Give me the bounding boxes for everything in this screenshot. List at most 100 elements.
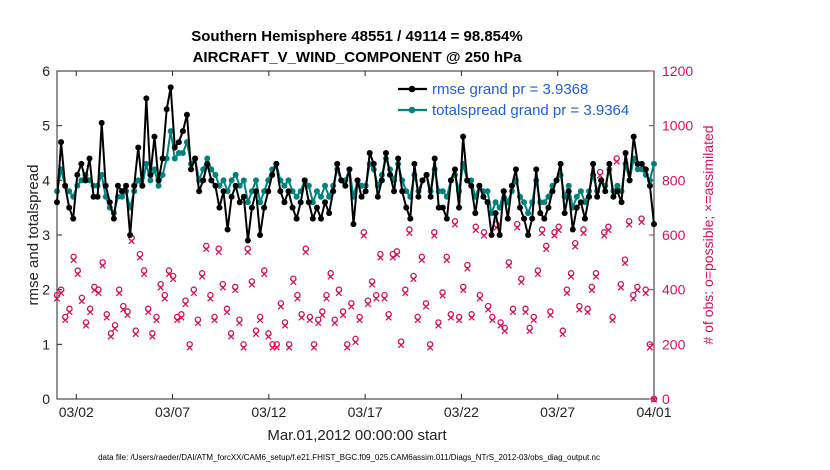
obs-possible-point [294,291,301,299]
obs-possible-point [290,275,297,282]
obs-assimilated-point: × [612,155,621,168]
obs-assimilated-point: × [189,286,198,299]
obs-assimilated-point: × [566,270,575,283]
obs-possible-point [547,308,554,315]
obs-assimilated-point: × [517,275,526,288]
rmse-point [387,171,394,178]
rmse-point [370,160,377,167]
obs-possible-point [460,283,467,291]
obs-possible-point [576,302,583,310]
obs-possible-point [501,324,508,332]
obs-assimilated-point: × [110,322,119,335]
totalspread-point [257,199,264,206]
obs-assimilated-point: × [546,308,555,321]
obs-assimilated-point: × [616,281,625,294]
totalspread-point [565,182,572,189]
rmse-point [240,193,247,200]
rmse-point [464,177,471,184]
obs-assimilated-point: × [227,330,236,343]
obs-possible-point [414,313,421,321]
totalspread-point [179,150,186,156]
obs-possible-point [431,229,438,236]
obs-possible-point [273,341,280,348]
obs-assimilated-point: × [139,267,148,280]
totalspread-point [212,171,219,178]
rmse-point [236,199,243,206]
y-right-tick-label: 1200 [662,63,693,79]
obs-assimilated-point: × [197,270,206,283]
totalspread-point [651,160,657,167]
rmse-point [123,182,130,189]
rmse-point [228,193,235,200]
obs-assimilated-point: × [575,303,584,316]
obs-assimilated-point: × [649,393,658,406]
obs-possible-point [240,341,247,348]
obs-assimilated-point: × [280,319,289,332]
rmse-point [358,193,365,200]
obs-assimilated-point: × [558,327,567,340]
rmse-point [504,215,511,222]
obs-possible-point [149,330,156,337]
obs-assimilated-point: × [231,284,240,297]
obs-assimilated-point: × [629,292,638,305]
legend-rmse-marker [408,85,416,93]
y-right-tick-label: 0 [662,391,670,407]
obs-assimilated-point: × [102,311,111,324]
totalspread-point [577,188,584,195]
totalspread-point [232,171,239,178]
legend-spread-marker [408,106,416,114]
rmse-point [265,188,272,195]
rmse-point [54,199,60,206]
legend-rmse-label: rmse grand pr = 3.9368 [432,81,588,98]
obs-assimilated-point: × [583,306,592,319]
rmse-point [74,171,81,178]
rmse-point [533,166,540,173]
rmse-point [253,188,259,195]
y-axis-label-left: rmse and totalspread [25,165,42,306]
obs-possible-point [372,291,380,299]
obs-possible-point [298,311,305,318]
obs-assimilated-point: × [450,218,459,231]
obs-assimilated-point: × [508,306,517,319]
rmse-point [622,150,629,156]
obs-assimilated-point: × [243,245,252,258]
rmse-point [488,232,495,238]
obs-assimilated-point: × [392,248,401,261]
rmse-point [472,210,479,217]
rmse-point [638,160,645,167]
rmse-point [98,119,105,126]
rmse-point [626,177,633,184]
rmse-point [322,199,329,206]
obs-possible-point [232,283,239,291]
obs-possible-point [219,280,227,288]
obs-possible-point [157,280,164,288]
obs-possible-point [443,253,450,261]
obs-assimilated-point: × [293,292,302,305]
rmse-point [525,232,532,238]
rmse-point [196,188,203,195]
rmse-point [439,204,446,211]
obs-possible-point [617,280,625,288]
obs-possible-point [451,218,459,225]
obs-assimilated-point: × [604,224,613,237]
obs-assimilated-point: × [168,273,177,286]
obs-assimilated-point: × [388,251,397,264]
totalspread-point [281,182,288,189]
obs-assimilated-point: × [641,286,650,299]
obs-possible-point [153,313,160,321]
obs-assimilated-point: × [367,278,376,291]
rmse-point [334,160,341,167]
obs-assimilated-point: × [438,289,447,302]
obs-assimilated-point: × [330,316,339,329]
obs-possible-point [306,313,314,321]
obs-assimilated-point: × [81,319,90,332]
rmse-point [106,199,113,206]
obs-possible-point [339,308,347,315]
rmse-point [606,160,613,167]
obs-assimilated-point: × [380,292,389,305]
totalspread-point [541,199,548,206]
obs-possible-point [327,270,334,277]
obs-possible-point [484,302,492,310]
obs-possible-point [115,286,123,293]
obs-assimilated-point: × [434,319,443,332]
